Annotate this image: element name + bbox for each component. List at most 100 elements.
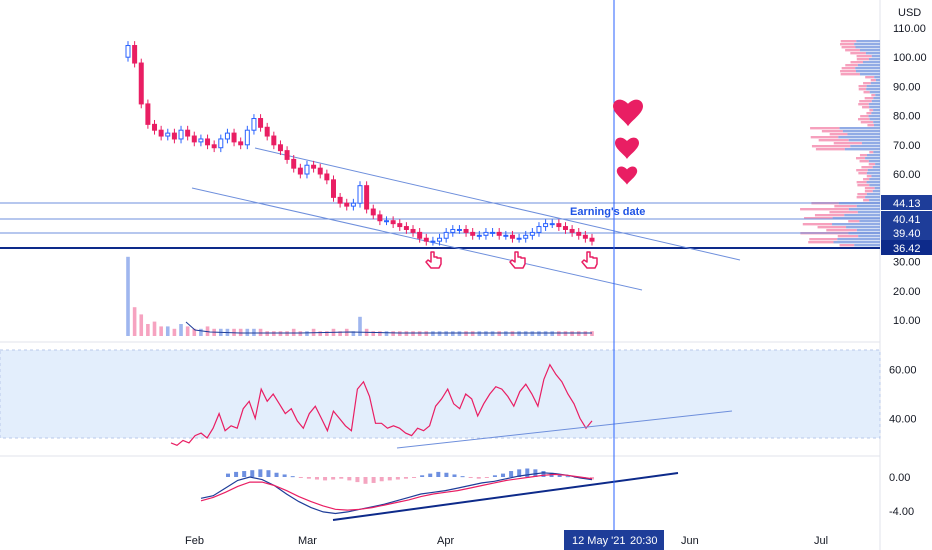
macd-histogram-bar xyxy=(476,477,481,479)
volume-profile-bar xyxy=(861,166,873,169)
volume-profile-bar xyxy=(857,64,880,67)
volume-profile-bar xyxy=(840,73,860,76)
volume-bar xyxy=(490,331,495,336)
volume-profile-bar xyxy=(810,136,839,139)
candle-body xyxy=(205,138,211,146)
candle-body xyxy=(350,202,356,207)
volume-profile-bar xyxy=(863,91,870,94)
volume-profile-bar xyxy=(859,220,880,223)
volume-profile-bar xyxy=(866,154,880,157)
candle-body xyxy=(218,138,224,149)
candle-body xyxy=(178,129,184,140)
candle-body xyxy=(589,237,595,242)
candle-body xyxy=(377,214,383,222)
heart-icon xyxy=(615,137,639,159)
candle-body xyxy=(251,118,257,131)
volume-profile-bar xyxy=(845,49,860,52)
candle-body xyxy=(238,141,244,146)
macd-histogram-bar xyxy=(395,477,400,480)
candle-body xyxy=(311,164,317,169)
macd-histogram-bar xyxy=(298,477,303,478)
macd-trendline[interactable] xyxy=(332,472,679,521)
candle-body xyxy=(384,220,390,223)
macd-histogram-bar xyxy=(274,472,279,477)
volume-profile-bar xyxy=(863,178,870,181)
volume-bar xyxy=(358,316,362,336)
price-tags: 44.13 40.41 39.40 36.42 xyxy=(881,195,932,255)
volume-profile-bar xyxy=(856,58,869,61)
volume-bar xyxy=(570,331,574,336)
macd-histogram-bar xyxy=(412,477,417,478)
volume-profile-bar xyxy=(832,217,880,220)
oscillator-tick-label: 60.00 xyxy=(889,365,917,377)
volume-profile-bar xyxy=(857,184,870,187)
volume-profile-bar xyxy=(861,142,880,145)
heart-icon xyxy=(616,166,638,185)
volume-profile-bar xyxy=(848,208,880,211)
volume-profile-bar xyxy=(811,145,851,148)
candle-body xyxy=(437,237,443,242)
price-tag-label: 44.13 xyxy=(893,198,921,210)
volume-profile-bar xyxy=(856,55,872,58)
candle-body xyxy=(523,234,529,239)
volume-bar xyxy=(252,328,256,336)
volume-profile-bar xyxy=(873,97,880,100)
volume-bar xyxy=(192,328,197,336)
time-axis[interactable]: Feb Mar Apr Jun Jul xyxy=(185,535,828,547)
macd-histogram-bar xyxy=(460,476,465,478)
candle-body xyxy=(277,144,283,152)
oscillator-axis[interactable]: 60.00 40.00 xyxy=(889,365,917,426)
macd-histogram-bar xyxy=(226,473,230,477)
volume-profile-bar xyxy=(854,244,880,247)
volume-bar xyxy=(258,328,263,336)
volume-profile-bar xyxy=(871,55,880,58)
volume-profile-bar xyxy=(858,172,867,175)
volume-profile-bar xyxy=(872,190,880,193)
volume-profile-bar xyxy=(858,88,867,91)
volume-profile-bar xyxy=(865,196,880,199)
price-tick-label: 70.00 xyxy=(893,140,921,152)
candle-body xyxy=(165,132,171,137)
volume-bar xyxy=(470,331,475,336)
volume-profile-bar xyxy=(856,196,866,199)
volume-bar xyxy=(325,331,329,336)
macd-histogram-bar xyxy=(428,473,433,477)
channel-upper-line[interactable] xyxy=(254,147,741,261)
price-axis[interactable]: 110.00100.0090.0080.0070.0060.0050.0030.… xyxy=(893,23,927,327)
price-tag-box xyxy=(881,211,932,226)
macd-histogram-bar xyxy=(533,469,538,477)
pointing-hand-icon xyxy=(509,251,526,269)
macd-histogram-bar xyxy=(436,471,441,477)
volume-profile-bar xyxy=(862,106,870,109)
macd-histogram-bar xyxy=(420,475,425,477)
volume-profile-bar xyxy=(864,190,873,193)
earnings-annotation[interactable]: Earning's date xyxy=(570,206,645,218)
oscillator-trendline[interactable] xyxy=(396,410,733,449)
candle-body xyxy=(516,237,522,240)
price-tick-label: 80.00 xyxy=(893,111,921,123)
macd-histogram-bar xyxy=(525,468,530,477)
candle-body xyxy=(304,164,310,175)
price-tag-label: 40.41 xyxy=(893,214,921,226)
time-tick-label: Mar xyxy=(298,535,317,547)
candle-body xyxy=(450,228,456,233)
volume-bar xyxy=(159,326,163,336)
volume-profile-bar xyxy=(840,70,856,73)
volume-bar xyxy=(245,328,250,336)
volume-profile-bar xyxy=(833,241,880,244)
volume-profile-bar xyxy=(847,133,880,136)
volume-profile-bar xyxy=(837,235,859,238)
volume-bar xyxy=(305,331,309,336)
volume-bar xyxy=(424,331,429,336)
volume-profile-bar xyxy=(871,100,880,103)
candle-body xyxy=(258,118,264,128)
macd-histogram-bar xyxy=(541,471,546,477)
volume-bar xyxy=(504,331,508,336)
candle-body xyxy=(317,167,323,175)
macd-axis[interactable]: 0.00 -4.00 xyxy=(889,472,914,518)
cursor-time-label: 20:30 xyxy=(630,535,658,547)
macd-histogram-bar xyxy=(452,474,457,477)
channel-lower-line[interactable] xyxy=(191,187,643,291)
volume-profile-bar xyxy=(856,181,867,184)
